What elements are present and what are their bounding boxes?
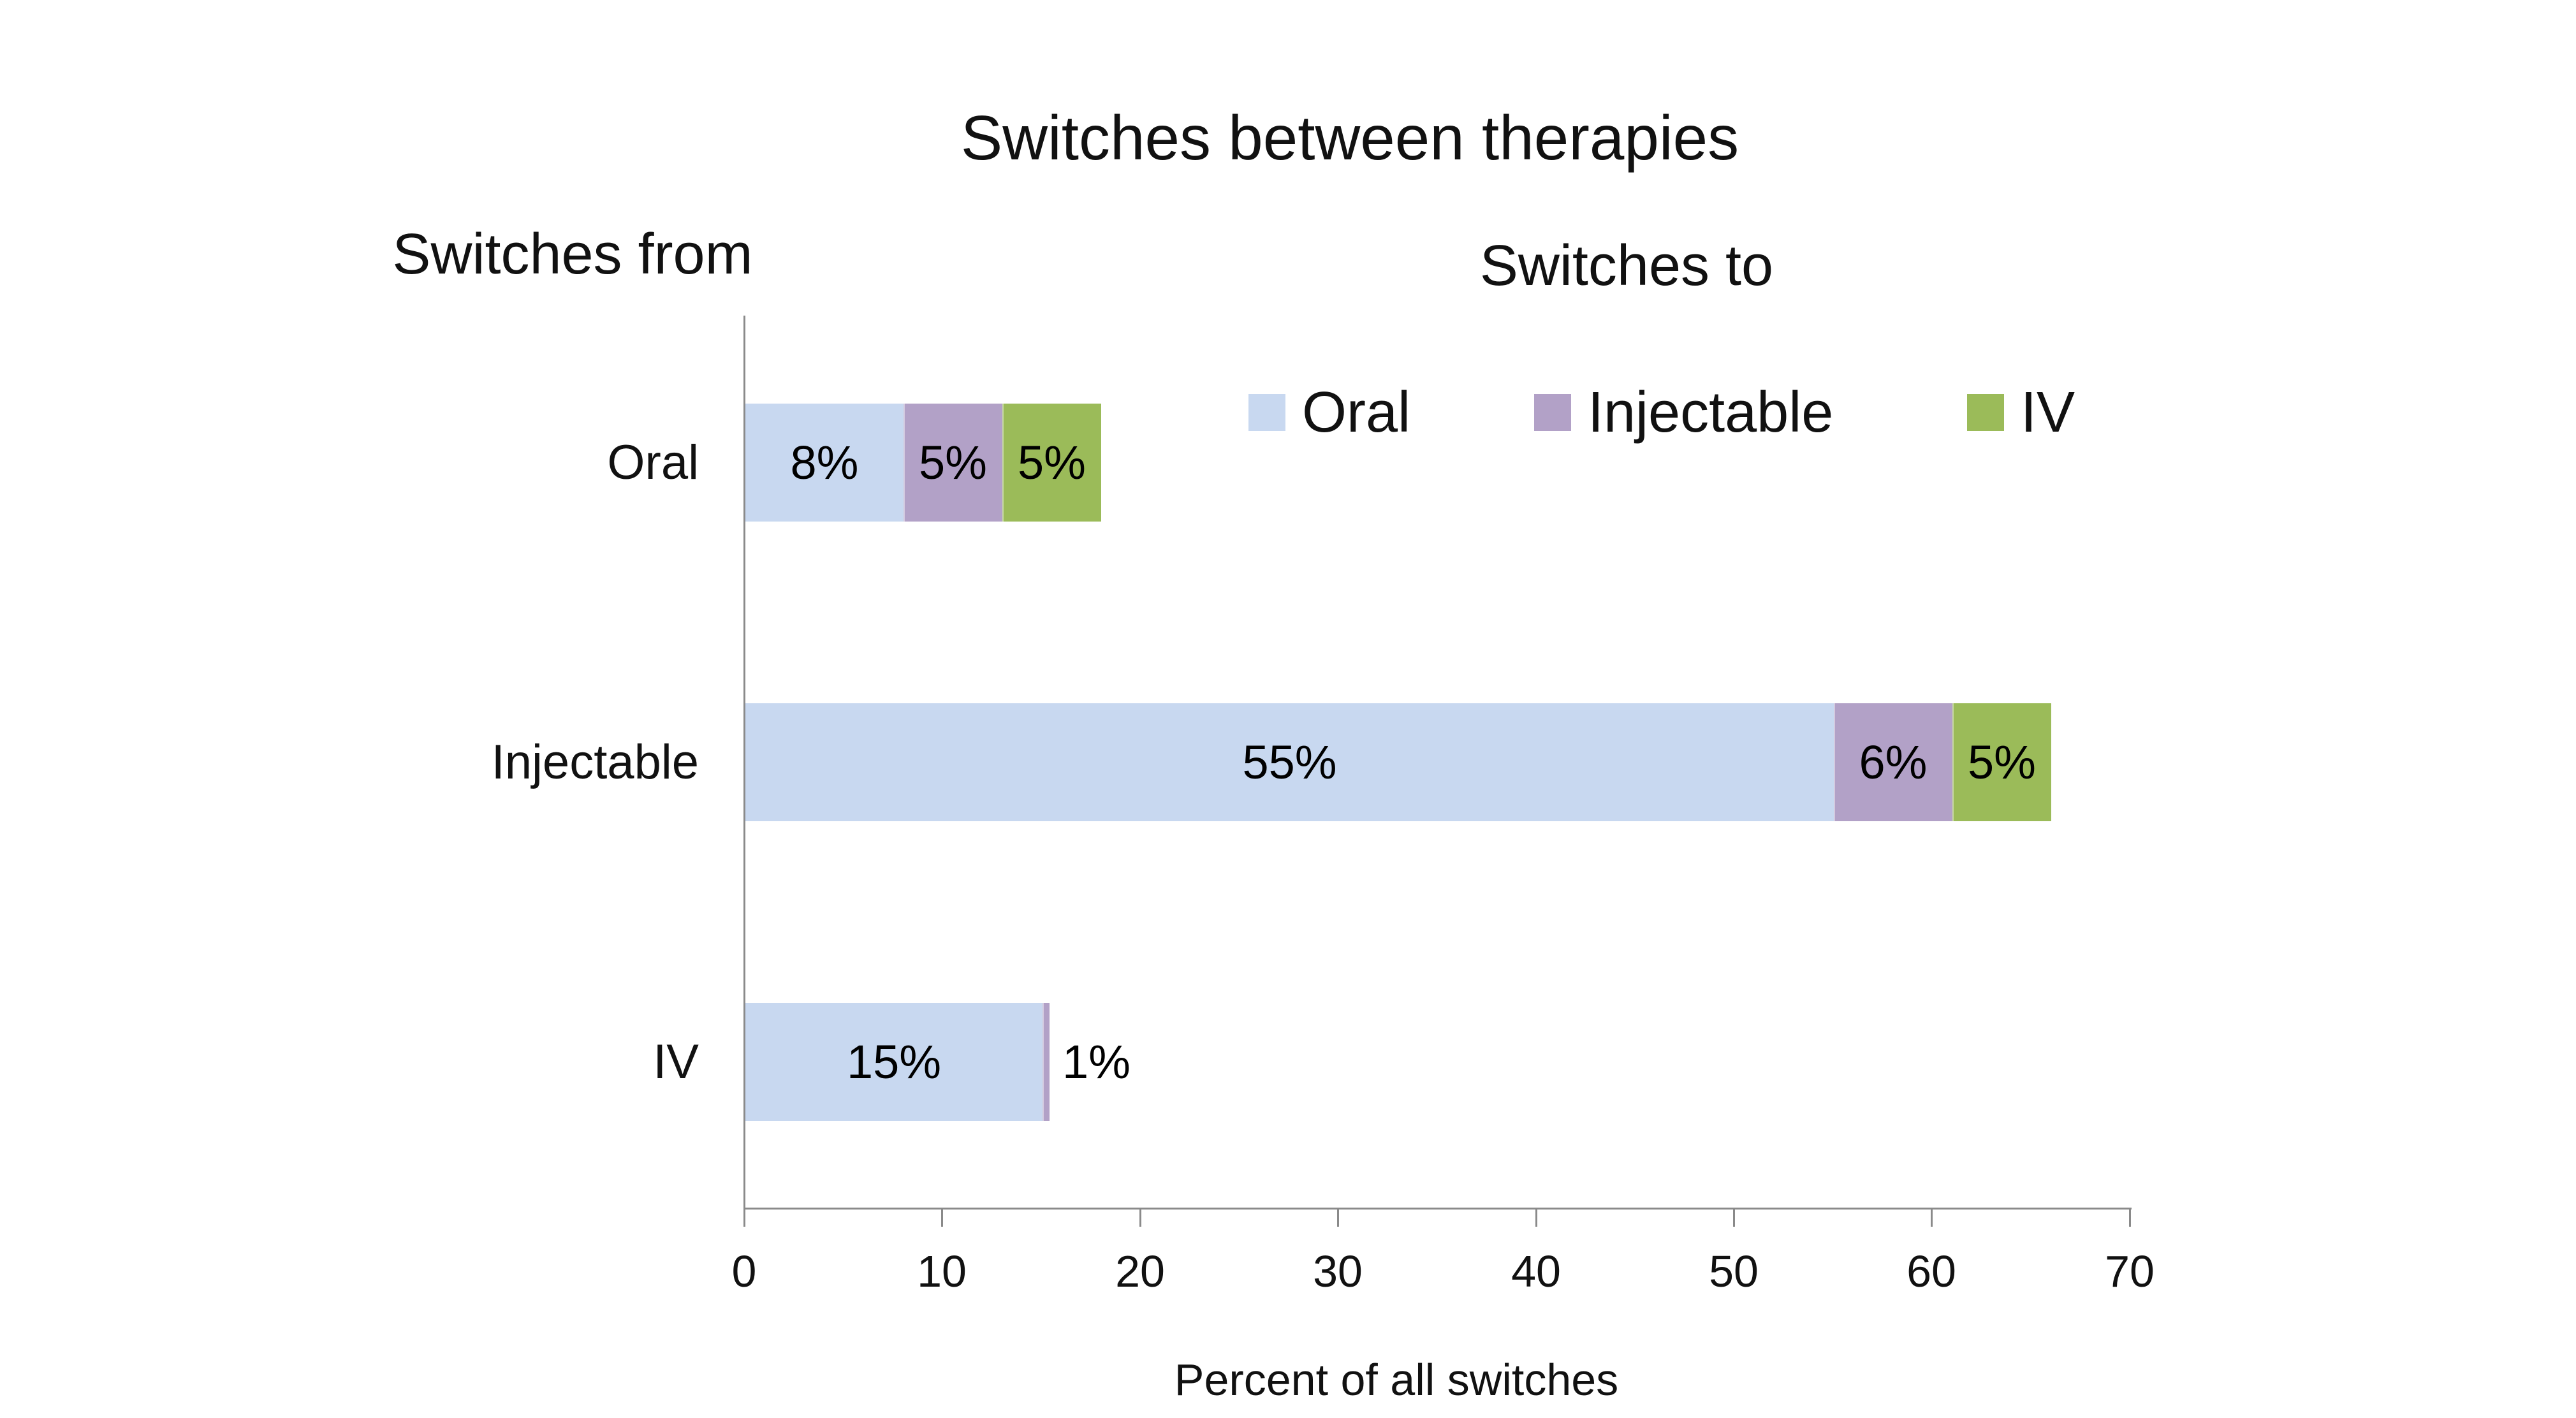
- x-axis-tick-label: 70: [2105, 1246, 2155, 1296]
- legend-swatch-oral: [1248, 394, 1285, 431]
- data-label: 5%: [1968, 735, 2036, 789]
- legend-swatch-iv: [1967, 394, 2004, 431]
- bar-segment-injectable-to-iv: 5%: [1952, 703, 2051, 821]
- data-label: 6%: [1859, 735, 1928, 789]
- legend-item-iv: IV: [1967, 383, 2075, 442]
- x-axis-tick: [2129, 1210, 2131, 1227]
- x-axis-tick: [1931, 1210, 1933, 1227]
- x-axis-tick-label: 60: [1906, 1246, 1956, 1296]
- x-axis-title: Percent of all switches: [1174, 1355, 1619, 1405]
- chart-title: Switches between therapies: [960, 103, 1739, 173]
- data-label: 55%: [1242, 735, 1337, 789]
- x-axis-tick-label: 50: [1709, 1246, 1759, 1296]
- bar-segment-iv-to-oral: 15%: [745, 1003, 1043, 1121]
- x-axis-tick-label: 0: [731, 1246, 757, 1296]
- legend-label: IV: [2021, 381, 2075, 444]
- x-axis-tick-label: 30: [1313, 1246, 1363, 1296]
- data-label: 8%: [790, 435, 859, 489]
- header-switches-from: Switches from: [392, 223, 753, 286]
- y-axis-line: [743, 316, 745, 1226]
- x-axis-tick: [1337, 1210, 1339, 1227]
- x-axis-tick-label: 10: [917, 1246, 967, 1296]
- x-axis-tick: [1139, 1210, 1141, 1227]
- x-axis-tick: [1733, 1210, 1735, 1227]
- header-switches-to: Switches to: [1479, 234, 1774, 298]
- category-label-oral: Oral: [607, 435, 699, 490]
- bar-segment-injectable-to-injectable: 6%: [1834, 703, 1952, 821]
- x-axis-tick: [941, 1210, 943, 1227]
- bar-segment-iv-to-injectable: [1043, 1003, 1050, 1121]
- bar-segment-oral-to-iv: 5%: [1002, 404, 1101, 522]
- bar-segment-oral-to-oral: 8%: [745, 404, 904, 522]
- category-label-iv: IV: [653, 1035, 699, 1089]
- legend-item-oral: Oral: [1248, 383, 1410, 442]
- x-axis-tick-label: 40: [1511, 1246, 1561, 1296]
- x-axis-line: [743, 1208, 2132, 1210]
- bar-segment-injectable-to-oral: 55%: [745, 703, 1834, 821]
- bar-segment-oral-to-injectable: 5%: [904, 404, 1002, 522]
- data-label: 5%: [919, 435, 987, 489]
- bar-row-iv: 15%: [745, 1003, 1050, 1121]
- legend-label: Oral: [1302, 381, 1411, 444]
- x-axis-tick-label: 20: [1115, 1246, 1165, 1296]
- data-label: 15%: [846, 1035, 942, 1088]
- data-label: 5%: [1018, 435, 1086, 489]
- x-axis-tick: [1535, 1210, 1537, 1227]
- x-axis-tick: [743, 1210, 745, 1227]
- bar-row-oral: 8% 5% 5%: [745, 404, 1101, 522]
- legend-swatch-injectable: [1534, 394, 1571, 431]
- legend-label: Injectable: [1588, 381, 1834, 444]
- legend-item-injectable: Injectable: [1534, 383, 1833, 442]
- data-label-outside: 1%: [1062, 1035, 1131, 1088]
- category-label-injectable: Injectable: [491, 735, 699, 789]
- bar-row-injectable: 55% 6% 5%: [745, 703, 2051, 821]
